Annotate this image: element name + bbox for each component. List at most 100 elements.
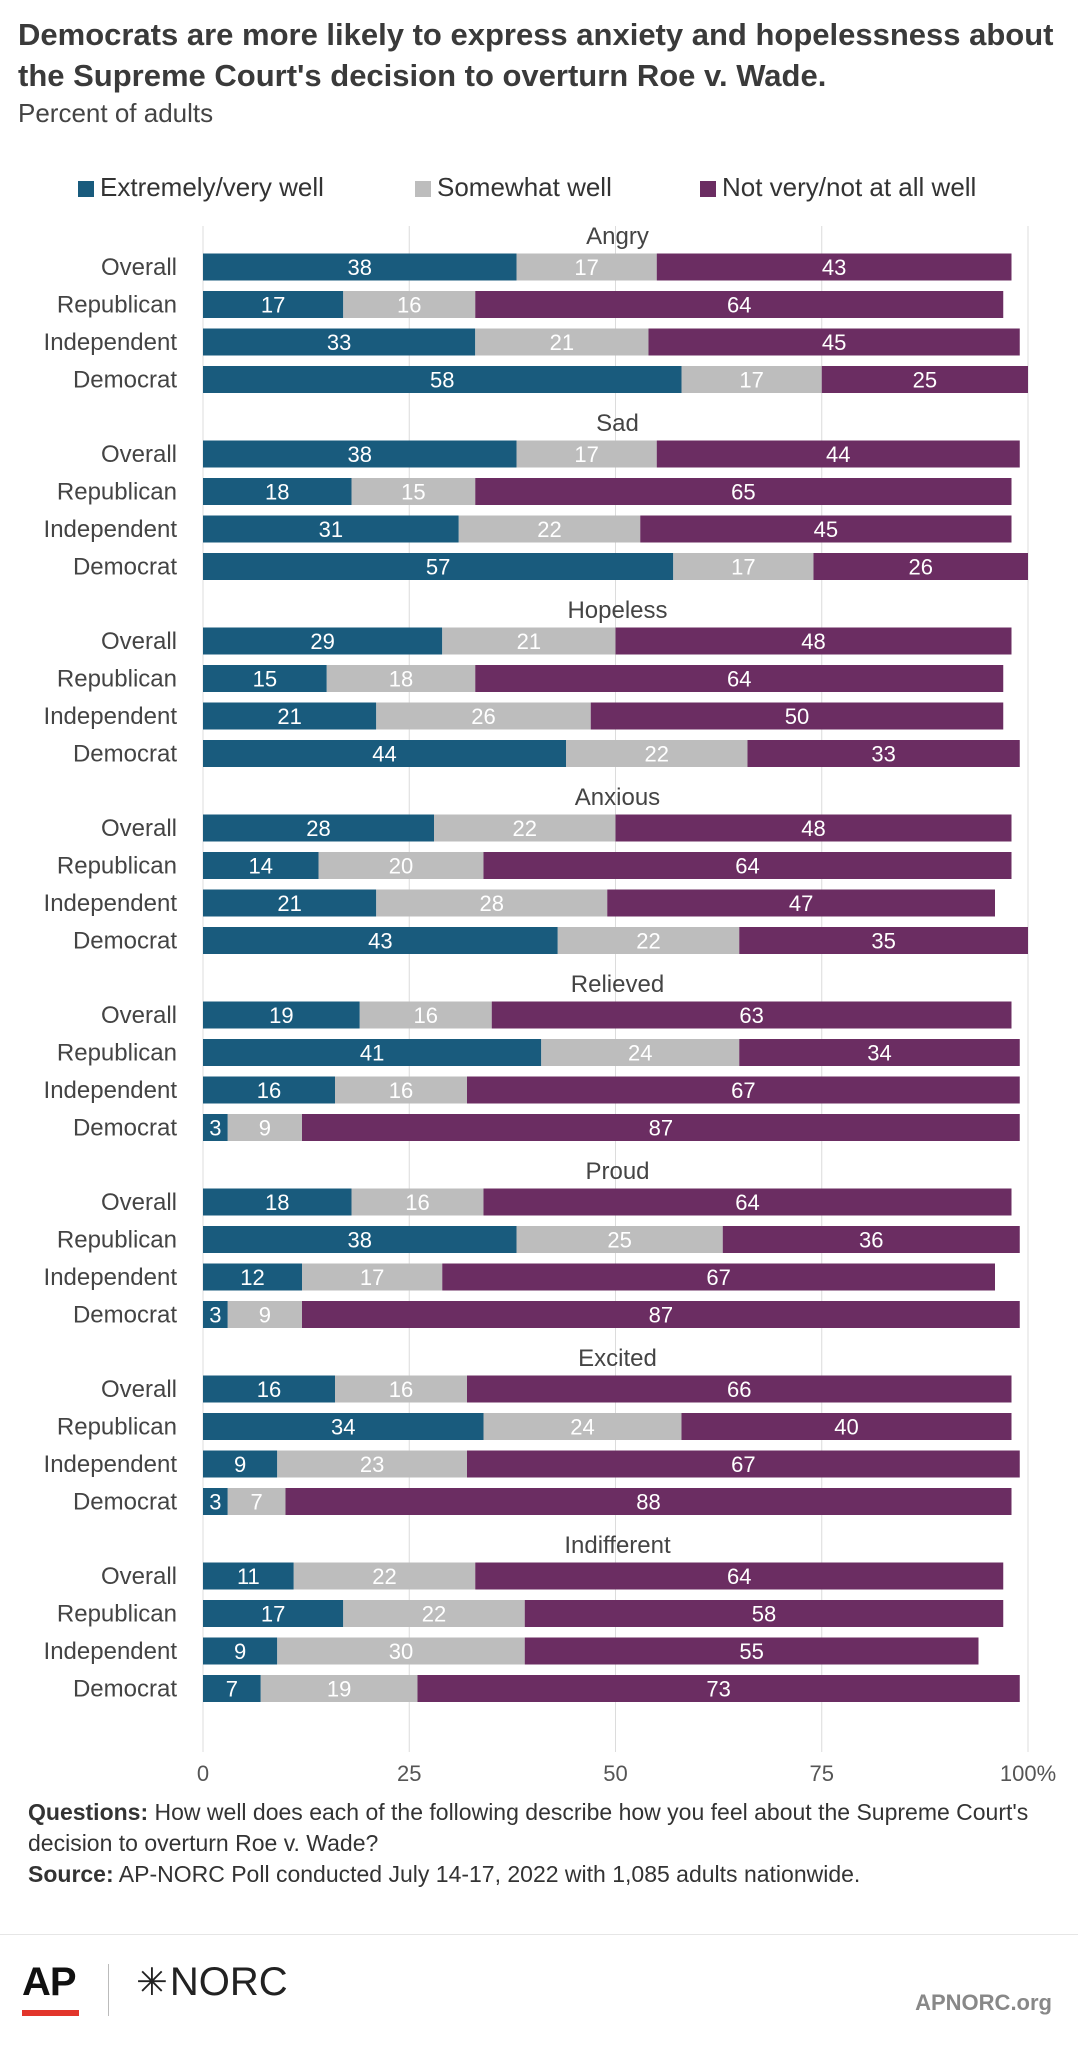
- row-label: Republican: [57, 1040, 177, 1067]
- bar-segment: [203, 1413, 484, 1440]
- bar-segment: [203, 627, 443, 655]
- row-label: Independent: [44, 703, 178, 730]
- bar-value-label: 65: [731, 480, 755, 505]
- bar-value-label: 17: [574, 255, 598, 280]
- questions-text: How well does each of the following desc…: [28, 1799, 1029, 1856]
- bar-value-label: 16: [414, 1003, 438, 1028]
- bar-value-label: 50: [785, 704, 809, 729]
- ap-logo-underline: [22, 2010, 79, 2016]
- bar-segment: [203, 927, 558, 954]
- bar-segment: [467, 1375, 1012, 1403]
- bar-value-label: 18: [265, 480, 289, 505]
- bar-value-label: 28: [306, 816, 330, 841]
- bar-value-label: 22: [645, 742, 669, 767]
- bar-segment: [203, 1263, 302, 1291]
- row-label: Democrat: [73, 1115, 177, 1142]
- logo-divider: [108, 1964, 109, 2016]
- bar-value-label: 87: [649, 1303, 673, 1328]
- row-label: Independent: [44, 890, 178, 917]
- bar-value-label: 30: [389, 1639, 413, 1664]
- bar-value-label: 17: [731, 555, 755, 580]
- bar-value-label: 18: [389, 667, 413, 692]
- x-tick-label: 0: [197, 1761, 209, 1786]
- bar-value-label: 88: [636, 1490, 660, 1515]
- bar-segment: [203, 852, 319, 879]
- bar-segment: [739, 1039, 1020, 1066]
- bar-value-label: 16: [257, 1078, 281, 1103]
- bar-segment: [203, 328, 476, 356]
- bar-value-label: 55: [739, 1639, 763, 1664]
- bar-value-label: 58: [752, 1602, 776, 1627]
- bar-segment: [491, 1001, 1012, 1029]
- source-text: AP-NORC Poll conducted July 14-17, 2022 …: [113, 1861, 861, 1887]
- bar-segment: [302, 1114, 1020, 1141]
- bar-value-label: 14: [249, 854, 273, 879]
- bar-segment: [590, 702, 1004, 730]
- bar-segment: [203, 1301, 228, 1328]
- bar-value-label: 17: [261, 1602, 285, 1627]
- row-label: Overall: [101, 815, 177, 842]
- bar-segment: [203, 440, 517, 468]
- bar-segment: [417, 1675, 1020, 1702]
- bar-segment: [203, 553, 674, 580]
- row-label: Overall: [101, 1002, 177, 1029]
- row-label: Independent: [44, 1451, 178, 1478]
- x-tick-label: 75: [810, 1761, 834, 1786]
- row-label: Democrat: [73, 741, 177, 768]
- bar-value-label: 63: [739, 1003, 763, 1028]
- row-label: Overall: [101, 628, 177, 655]
- bar-value-label: 58: [430, 368, 454, 393]
- x-tick-label: 25: [397, 1761, 421, 1786]
- bar-value-label: 35: [871, 929, 895, 954]
- row-label: Independent: [44, 516, 178, 543]
- row-label: Republican: [57, 1601, 177, 1628]
- bar-segment: [516, 253, 657, 281]
- bar-segment: [813, 553, 1028, 580]
- bar-segment: [442, 627, 616, 655]
- bar-segment: [203, 740, 566, 767]
- bar-segment: [203, 665, 327, 692]
- bar-segment: [467, 1076, 1020, 1104]
- bar-segment: [467, 1450, 1020, 1478]
- row-label: Independent: [44, 329, 178, 356]
- bar-value-label: 16: [397, 293, 421, 318]
- questions-label: Questions:: [28, 1799, 149, 1825]
- bar-value-label: 12: [240, 1265, 264, 1290]
- bar-segment: [285, 1488, 1012, 1515]
- bar-value-label: 24: [570, 1415, 594, 1440]
- legend-label: Extremely/very well: [100, 172, 324, 202]
- row-label: Democrat: [73, 1302, 177, 1329]
- bar-value-label: 7: [226, 1677, 238, 1702]
- bar-value-label: 41: [360, 1041, 384, 1066]
- bar-value-label: 9: [259, 1303, 271, 1328]
- bar-segment: [203, 1076, 335, 1104]
- bar-value-label: 15: [253, 667, 277, 692]
- bar-value-label: 38: [348, 442, 372, 467]
- bar-segment: [475, 328, 649, 356]
- bar-value-label: 44: [826, 442, 850, 467]
- bar-segment: [434, 814, 616, 842]
- bar-segment: [203, 889, 377, 917]
- bar-value-label: 67: [731, 1078, 755, 1103]
- bar-segment: [376, 702, 591, 730]
- bar-value-label: 9: [234, 1639, 246, 1664]
- bar-segment: [293, 1562, 476, 1590]
- bar-value-label: 33: [327, 330, 351, 355]
- bar-value-label: 48: [801, 629, 825, 654]
- bar-value-label: 43: [368, 929, 392, 954]
- bar-value-label: 67: [731, 1452, 755, 1477]
- legend-label: Not very/not at all well: [722, 172, 976, 202]
- legend-label: Somewhat well: [437, 172, 612, 202]
- row-label: Independent: [44, 1077, 178, 1104]
- row-label: Democrat: [73, 367, 177, 394]
- bar-value-label: 21: [517, 629, 541, 654]
- x-tick-label: 100%: [1000, 1761, 1056, 1786]
- bar-value-label: 28: [480, 891, 504, 916]
- bar-segment: [260, 1675, 418, 1702]
- bar-segment: [722, 1226, 1020, 1253]
- bar-value-label: 18: [265, 1190, 289, 1215]
- chart-notes: Questions: How well does each of the fol…: [28, 1797, 1048, 1890]
- bar-value-label: 3: [209, 1116, 221, 1141]
- bar-segment: [203, 1114, 228, 1141]
- bar-segment: [203, 1637, 278, 1665]
